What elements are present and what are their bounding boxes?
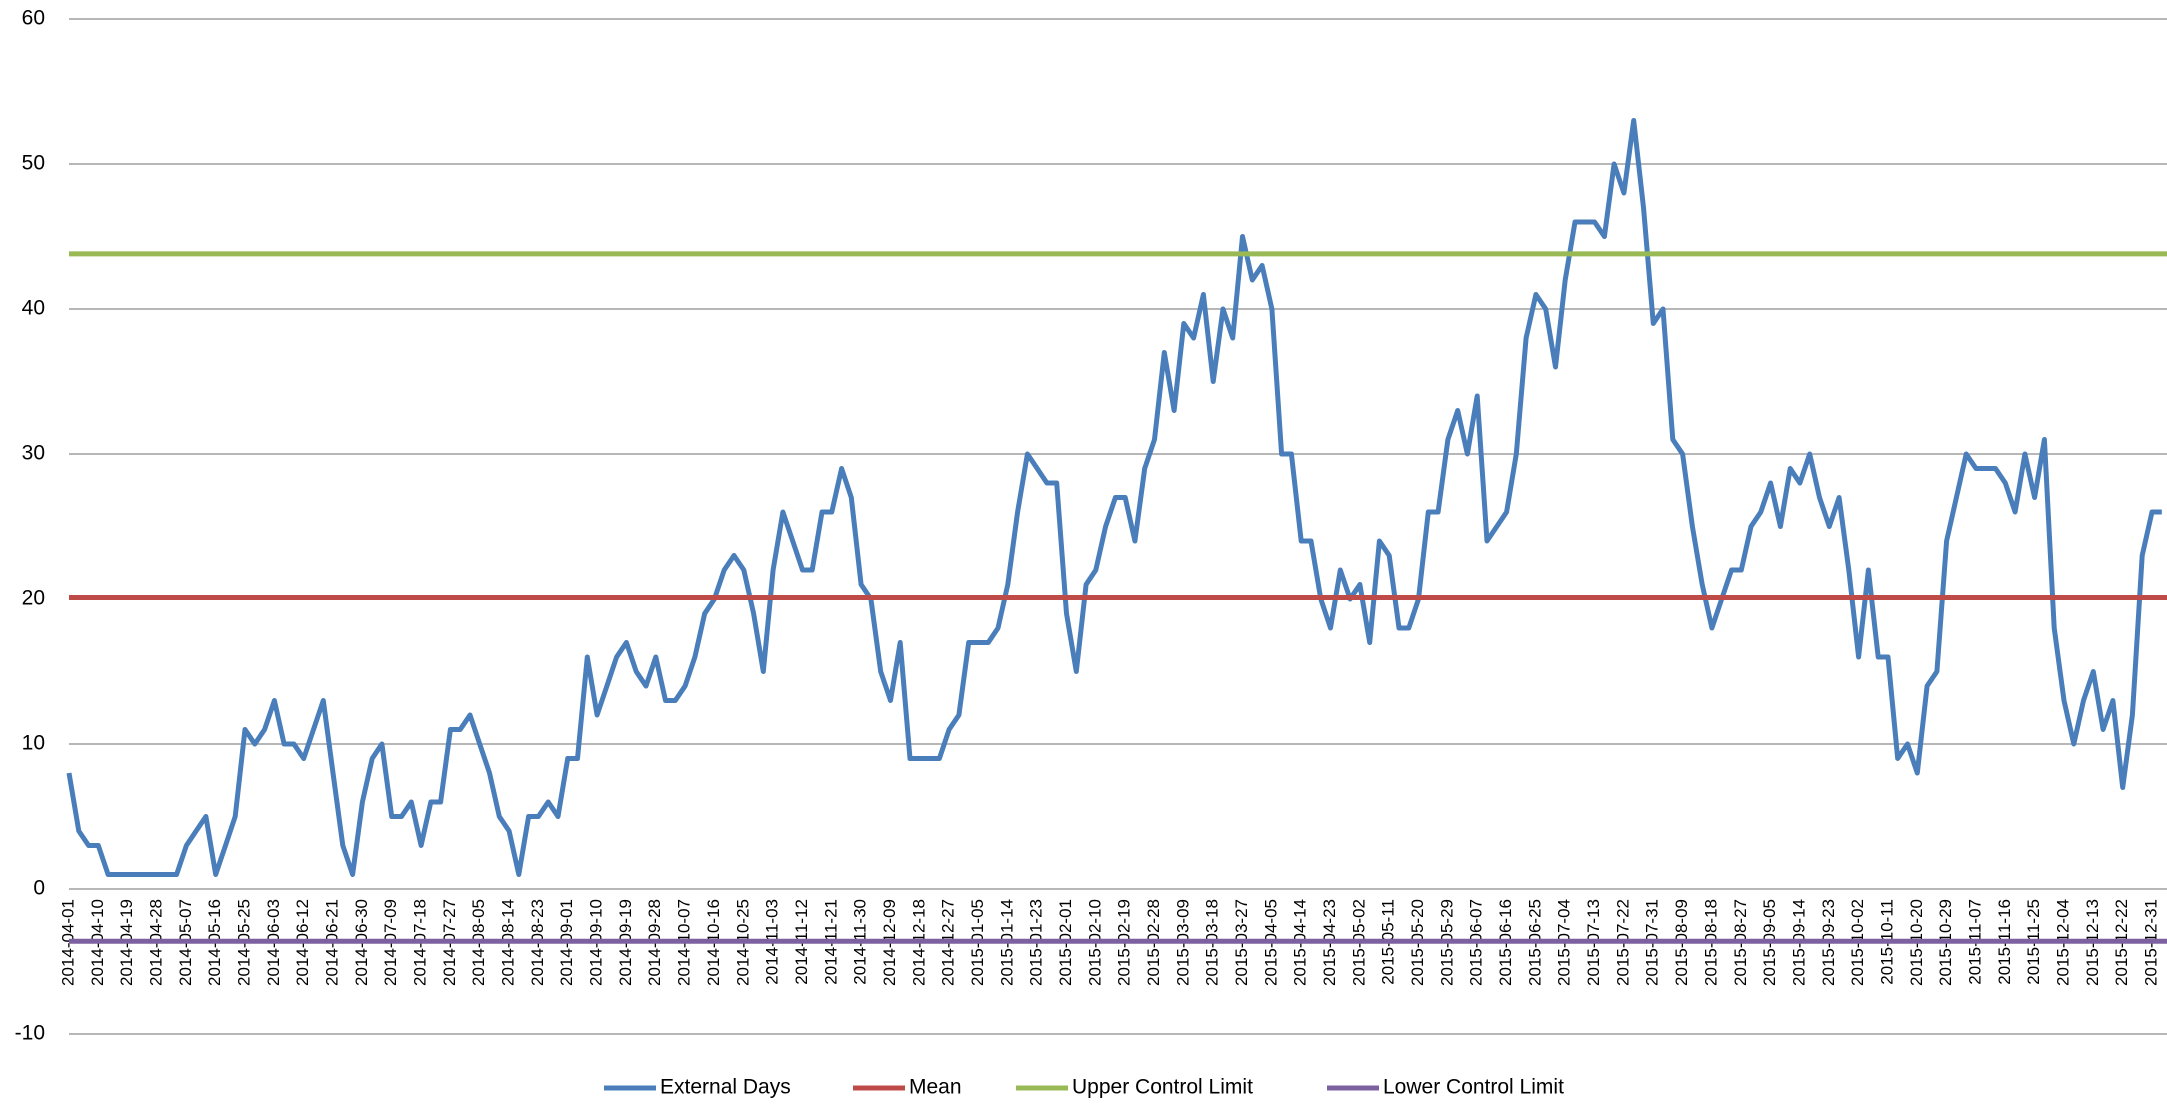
y-tick-label: -10 xyxy=(15,1022,45,1045)
x-tick-label: 2014-04-01 xyxy=(58,899,77,986)
legend-label: Mean xyxy=(909,1076,962,1099)
data-line xyxy=(66,118,2162,877)
legend-label: Lower Control Limit xyxy=(1383,1076,1564,1099)
legend-label: External Days xyxy=(660,1076,791,1099)
legend-label: Upper Control Limit xyxy=(1072,1076,1253,1099)
y-tick-label: 30 xyxy=(22,442,45,465)
y-tick-label: 20 xyxy=(22,587,45,610)
y-tick-label: 60 xyxy=(22,7,45,30)
y-tick-label: 50 xyxy=(22,152,45,175)
y-tick-label: 40 xyxy=(22,297,45,320)
y-tick-label: 0 xyxy=(33,877,45,900)
y-tick-label: 10 xyxy=(22,732,45,755)
